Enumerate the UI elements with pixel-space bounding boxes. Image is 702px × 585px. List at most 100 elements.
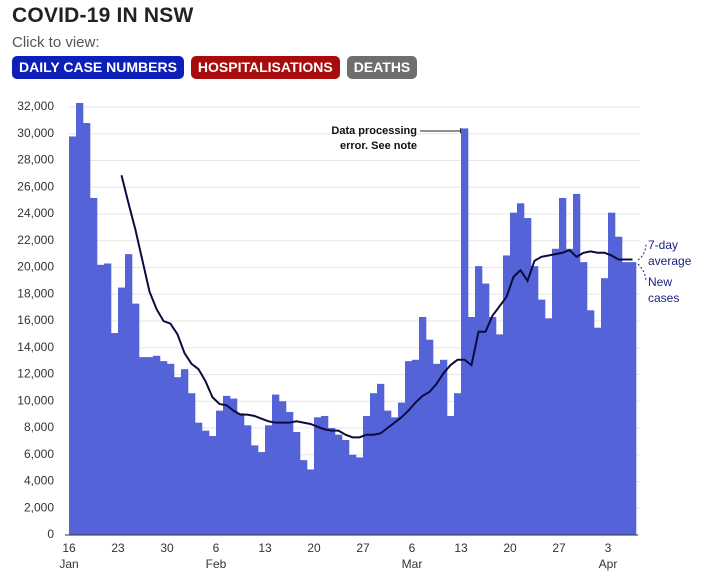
bar (538, 299, 546, 535)
x-tick-label: 30 (160, 541, 174, 555)
view-button[interactable]: HOSPITALISATIONS (190, 56, 340, 79)
bar (489, 316, 497, 535)
subtitle: Click to view: (12, 34, 100, 51)
bar (419, 316, 427, 535)
bar (167, 363, 175, 535)
bar (475, 266, 483, 535)
bar (447, 415, 455, 535)
bar (195, 422, 203, 535)
bar (412, 359, 420, 535)
bar (125, 254, 133, 535)
y-tick-label: 16,000 (17, 313, 54, 327)
bar (118, 287, 126, 535)
bar (559, 197, 567, 535)
y-tick-label: 6,000 (24, 447, 54, 461)
bar (90, 197, 98, 535)
bar (104, 263, 112, 535)
x-tick-label: 20 (307, 541, 321, 555)
bar (524, 218, 532, 535)
month-label: Apr (599, 557, 618, 571)
annotation: error. See note (340, 140, 417, 152)
y-tick-label: 8,000 (24, 420, 54, 434)
x-tick-label: 16 (62, 541, 76, 555)
bar (342, 440, 350, 535)
bar (111, 333, 119, 535)
bar (545, 318, 553, 535)
bar (587, 310, 595, 535)
bar (426, 339, 434, 535)
bar (314, 417, 322, 535)
bar (181, 369, 189, 535)
bar (482, 283, 490, 535)
bar (601, 278, 609, 535)
x-tick-label: 6 (409, 541, 416, 555)
month-label: Mar (402, 557, 423, 571)
y-tick-label: 28,000 (17, 153, 54, 167)
y-tick-label: 18,000 (17, 286, 54, 300)
bar (573, 193, 581, 535)
bar (244, 425, 252, 535)
bar (594, 327, 602, 535)
x-tick-label: 27 (356, 541, 370, 555)
bar (300, 460, 308, 535)
y-tick-label: 30,000 (17, 126, 54, 140)
bar (517, 203, 525, 536)
bar (384, 410, 392, 535)
bar (349, 454, 357, 535)
bar (83, 123, 91, 536)
x-tick-label: 27 (552, 541, 566, 555)
x-tick-label: 6 (213, 541, 220, 555)
bar (461, 128, 469, 535)
bar (454, 393, 462, 535)
x-tick-label: 20 (503, 541, 517, 555)
bar (370, 393, 378, 535)
y-tick-label: 2,000 (24, 500, 54, 514)
y-tick-label: 26,000 (17, 179, 54, 193)
month-label: Jan (59, 557, 78, 571)
bar (97, 264, 105, 535)
bar (377, 383, 385, 535)
bar (398, 402, 406, 535)
title: COVID-19 IN NSW (12, 4, 194, 27)
bar (328, 428, 336, 535)
bar (265, 425, 273, 535)
bar (307, 469, 315, 535)
bar (223, 395, 231, 535)
series-label: average (648, 254, 692, 268)
bar (566, 248, 574, 535)
bar (629, 262, 637, 535)
y-tick-label: 0 (47, 527, 54, 541)
bar-label-leader (637, 263, 647, 283)
bar (237, 413, 245, 535)
y-tick-label: 12,000 (17, 367, 54, 381)
bar (391, 417, 399, 535)
bar (188, 393, 196, 535)
y-tick-label: 20,000 (17, 260, 54, 274)
bar (230, 398, 238, 535)
bar (76, 102, 84, 536)
view-button[interactable]: DEATHS (346, 56, 418, 79)
bar (321, 415, 329, 535)
bar (510, 212, 518, 535)
bar (531, 266, 539, 535)
bar (356, 457, 364, 535)
y-tick-label: 10,000 (17, 393, 54, 407)
bar (139, 357, 147, 535)
bar (146, 357, 154, 535)
line-label-leader (637, 243, 647, 261)
bar (503, 255, 511, 535)
view-button[interactable]: DAILY CASE NUMBERS (12, 56, 184, 79)
bar (615, 236, 623, 536)
bar (496, 334, 504, 535)
y-tick-label: 32,000 (17, 99, 54, 113)
bar (608, 212, 616, 535)
bar (440, 359, 448, 535)
x-tick-label: 3 (605, 541, 612, 555)
x-tick-label: 23 (111, 541, 125, 555)
annotation: Data processing (331, 125, 417, 137)
y-tick-label: 22,000 (17, 233, 54, 247)
series-label: cases (648, 291, 679, 305)
bar (468, 316, 476, 535)
